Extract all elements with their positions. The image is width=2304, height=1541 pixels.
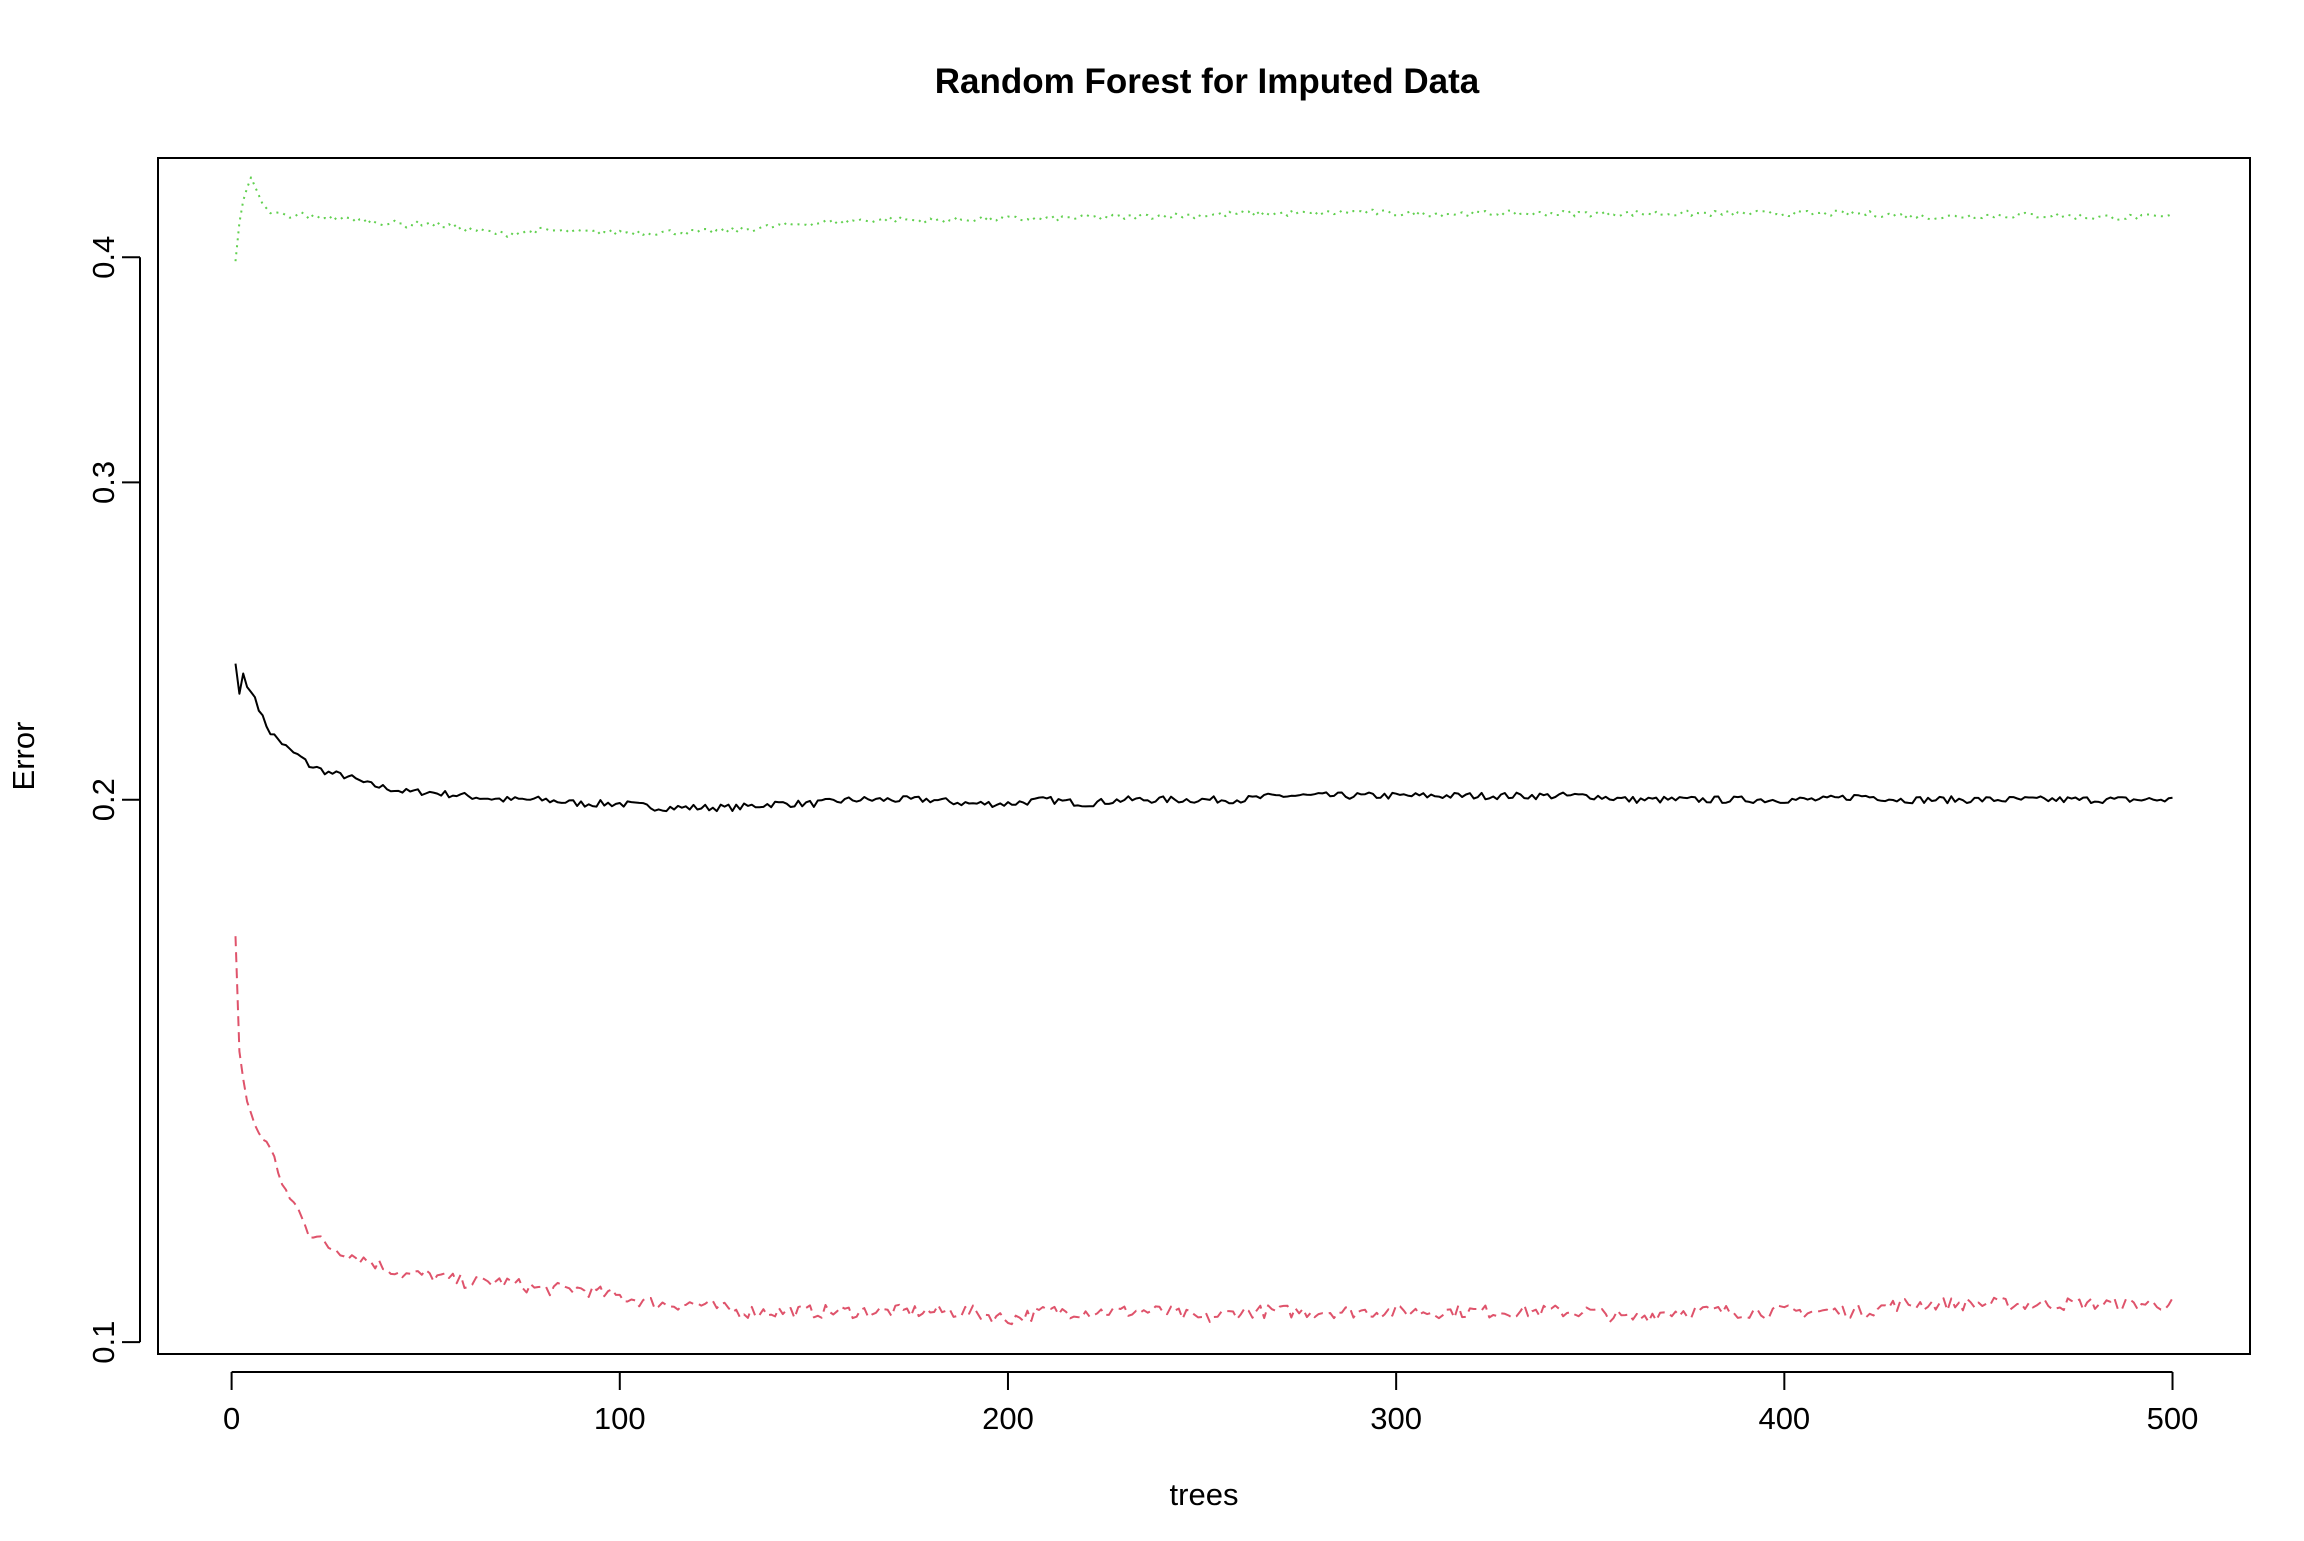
x-tick-label: 300 [1370,1401,1422,1436]
x-tick-label: 400 [1758,1401,1810,1436]
y-tick-label: 0.4 [86,236,121,279]
y-axis: 0.1 0.2 0.3 0.4 [86,236,141,1364]
x-axis: 0 100 200 300 400 500 [223,1371,2199,1436]
x-tick-label: 500 [2147,1401,2199,1436]
y-axis-label: Error [6,722,41,791]
plot-area [234,176,2174,1326]
x-axis-label: trees [1170,1477,1239,1512]
plot-frame [157,157,2251,1355]
chart-title: Random Forest for Imputed Data [935,62,1480,101]
series-line-1 [234,663,2173,813]
x-tick-label: 100 [594,1401,646,1436]
x-tick-label: 200 [982,1401,1034,1436]
y-tick-label: 0.1 [86,1321,121,1364]
y-tick-label: 0.3 [86,461,121,504]
y-tick-label: 0.2 [86,778,121,821]
x-tick-label: 0 [223,1401,240,1436]
series-line-2 [234,936,2174,1326]
